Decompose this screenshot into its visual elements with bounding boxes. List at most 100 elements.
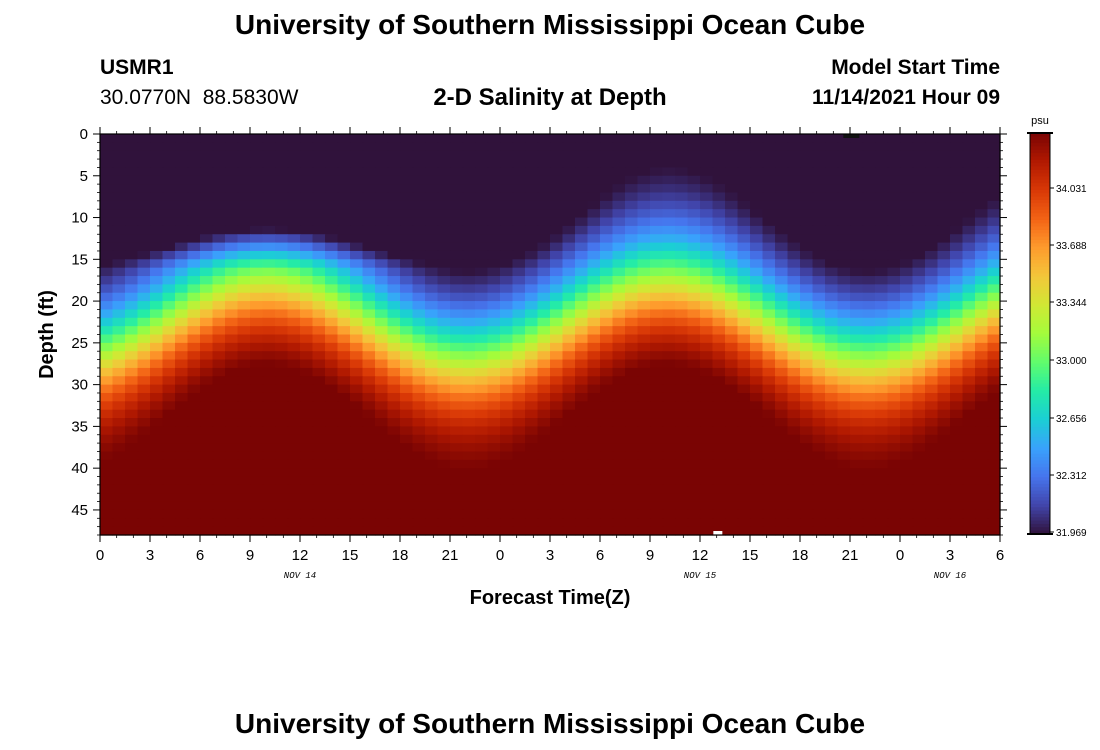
heatmap-cell <box>775 342 789 352</box>
colorbar-segment <box>1030 223 1050 228</box>
heatmap-cell <box>462 468 476 478</box>
heatmap-cell <box>225 276 239 285</box>
heatmap-cell <box>487 359 501 369</box>
heatmap-cell <box>575 167 589 177</box>
heatmap-cell <box>975 434 989 444</box>
heatmap-cell <box>187 134 201 143</box>
heatmap-cell <box>975 509 989 519</box>
heatmap-cell <box>787 184 801 194</box>
heatmap-cell <box>200 509 214 519</box>
heatmap-cell <box>625 242 639 252</box>
heatmap-cell <box>712 418 726 427</box>
heatmap-cell <box>262 309 276 319</box>
heatmap-cell <box>937 351 951 361</box>
heatmap-cell <box>200 426 214 436</box>
heatmap-cell <box>425 267 439 277</box>
heatmap-cell <box>250 192 264 202</box>
heatmap-cell <box>400 367 414 377</box>
heatmap-cell <box>362 225 376 235</box>
heatmap-cell <box>625 317 639 327</box>
heatmap-cell <box>550 184 564 194</box>
heatmap-cell <box>412 359 426 369</box>
heatmap-cell <box>825 200 839 210</box>
heatmap-cell <box>175 192 189 202</box>
heatmap-cell <box>337 384 351 394</box>
heatmap-cell <box>250 484 264 494</box>
colorbar-segment <box>1030 460 1050 465</box>
heatmap-cell <box>412 334 426 344</box>
heatmap-cell <box>287 434 301 444</box>
heatmap-cell <box>250 501 264 511</box>
heatmap-cell <box>637 509 651 519</box>
heatmap-cell <box>250 167 264 177</box>
heatmap-cell <box>625 493 639 503</box>
heatmap-cell <box>550 142 564 152</box>
heatmap-cell <box>275 401 289 411</box>
heatmap-cell <box>337 200 351 210</box>
heatmap-cell <box>287 518 301 528</box>
heatmap-cell <box>500 259 514 269</box>
heatmap-cell <box>775 409 789 419</box>
heatmap-cell <box>762 384 776 394</box>
heatmap-cell <box>925 509 939 519</box>
heatmap-cell <box>550 159 564 169</box>
heatmap-cell <box>525 150 539 160</box>
heatmap-cell <box>950 276 964 285</box>
heatmap-cell <box>925 476 939 486</box>
heatmap-cell <box>537 418 551 427</box>
heatmap-cell <box>375 250 389 260</box>
heatmap-cell <box>912 134 926 143</box>
heatmap-cell <box>200 134 214 143</box>
colorbar-segment <box>1030 356 1050 361</box>
colorbar-segment <box>1030 213 1050 218</box>
heatmap-cell <box>100 250 114 260</box>
heatmap-cell <box>537 401 551 411</box>
heatmap-cell <box>487 134 501 143</box>
heatmap-cell <box>425 150 439 160</box>
heatmap-cell <box>700 134 714 143</box>
heatmap-cell <box>837 209 851 219</box>
heatmap-cell <box>425 468 439 478</box>
heatmap-cell <box>175 217 189 227</box>
heatmap-cell <box>262 134 276 143</box>
heatmap-cell <box>412 317 426 327</box>
heatmap-cell <box>612 184 626 194</box>
heatmap-cell <box>200 200 214 210</box>
heatmap-cell <box>187 418 201 427</box>
heatmap-cell <box>412 484 426 494</box>
heatmap-cell <box>787 518 801 528</box>
colorbar: psu34.03133.68833.34433.00032.65632.3123… <box>1027 115 1087 539</box>
heatmap-cell <box>500 217 514 227</box>
heatmap-cell <box>375 367 389 377</box>
heatmap-cell <box>125 134 139 143</box>
heatmap-cell <box>462 301 476 311</box>
heatmap-cell <box>250 159 264 169</box>
heatmap-cell <box>725 301 739 311</box>
heatmap-cell <box>850 493 864 503</box>
heatmap-cell <box>525 342 539 352</box>
heatmap-cell <box>275 184 289 194</box>
heatmap-cell <box>437 217 451 227</box>
heatmap-cell <box>737 301 751 311</box>
heatmap-cell <box>137 493 151 503</box>
heatmap-cell <box>362 501 376 511</box>
heatmap-cell <box>137 142 151 152</box>
heatmap-cell <box>275 367 289 377</box>
heatmap-cell <box>137 317 151 327</box>
heatmap-cell <box>375 518 389 528</box>
heatmap-cell <box>600 384 614 394</box>
heatmap-cell <box>475 234 489 244</box>
heatmap-cell <box>300 384 314 394</box>
heatmap-cell <box>212 484 226 494</box>
heatmap-cell <box>337 351 351 361</box>
heatmap-cell <box>737 159 751 169</box>
colorbar-segment <box>1030 283 1050 288</box>
heatmap-cell <box>200 451 214 461</box>
heatmap-cell <box>650 209 664 219</box>
heatmap-cell <box>825 317 839 327</box>
heatmap-cell <box>650 317 664 327</box>
heatmap-cell <box>137 426 151 436</box>
heatmap-cell <box>262 342 276 352</box>
heatmap-cell <box>262 142 276 152</box>
heatmap-cell <box>525 434 539 444</box>
